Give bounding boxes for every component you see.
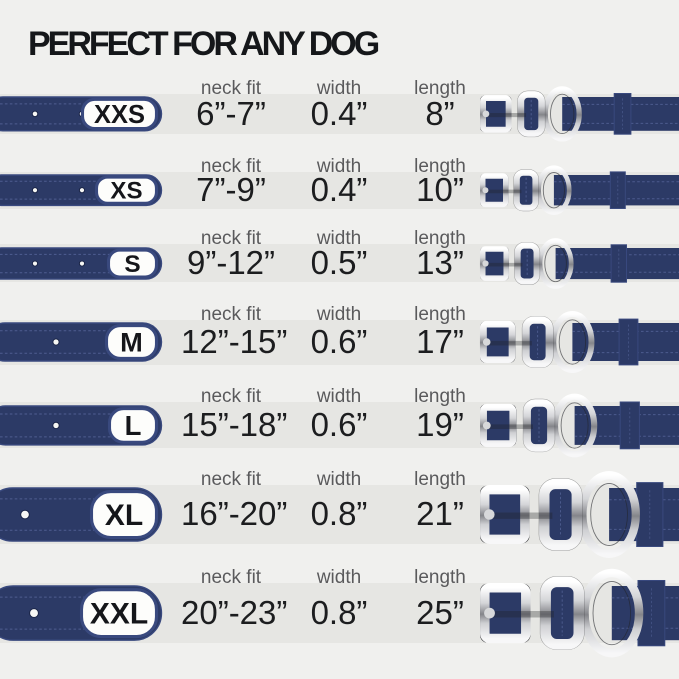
svg-text:XL: XL — [105, 499, 143, 532]
svg-text:XS: XS — [110, 178, 142, 205]
svg-text:M: M — [120, 327, 143, 358]
svg-text:XXL: XXL — [90, 598, 148, 631]
svg-text:S: S — [124, 251, 140, 278]
svg-text:XXS: XXS — [94, 101, 145, 129]
svg-text:L: L — [125, 410, 142, 441]
